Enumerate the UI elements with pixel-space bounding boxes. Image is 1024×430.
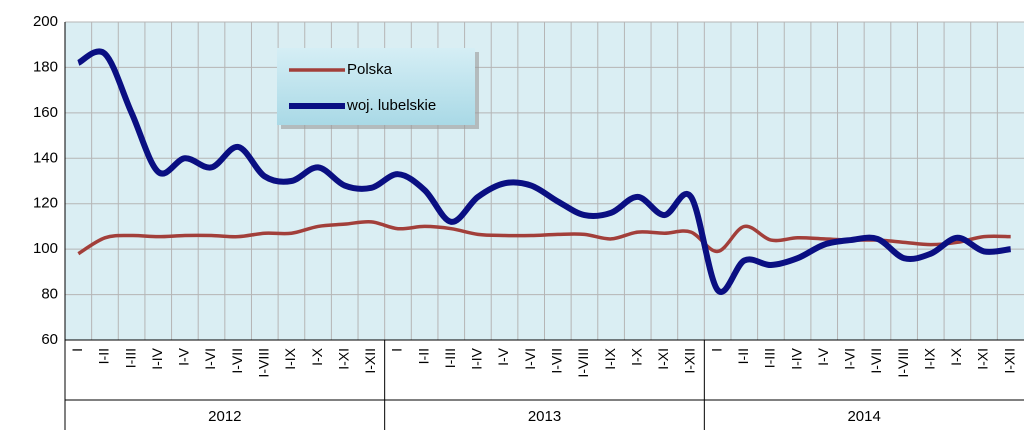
y-tick-label: 160 xyxy=(33,104,58,121)
group-label: 2013 xyxy=(528,408,561,425)
x-tick-label: I-X xyxy=(309,347,325,366)
x-tick-label: I-V xyxy=(176,347,192,366)
x-tick-label: I-VIII xyxy=(255,348,271,378)
x-tick-label: I-V xyxy=(495,347,511,366)
x-tick-label: I-VI xyxy=(202,348,218,370)
legend-label: Polska xyxy=(347,61,393,78)
legend-label: woj. lubelskie xyxy=(346,97,436,114)
y-tick-label: 100 xyxy=(33,240,58,257)
x-tick-label: I-IV xyxy=(149,347,165,369)
x-tick-label: I-III xyxy=(762,348,778,368)
y-tick-label: 80 xyxy=(41,286,58,303)
x-tick-label: I-II xyxy=(415,348,431,364)
x-tick-label: I-IV xyxy=(788,347,804,369)
x-tick-label: I xyxy=(69,348,85,352)
series-line xyxy=(76,48,1012,295)
y-tick-label: 140 xyxy=(33,149,58,166)
x-tick-label: I-IX xyxy=(282,347,298,369)
x-tick-label: I-IX xyxy=(921,347,937,369)
x-tick-label: I-III xyxy=(442,348,458,368)
x-tick-label: I-XI xyxy=(655,348,671,370)
x-tick-label: I-II xyxy=(96,348,112,364)
x-tick-label: I-XII xyxy=(682,348,698,374)
x-tick-label: I-III xyxy=(122,348,138,368)
group-label: 2012 xyxy=(208,408,241,425)
x-tick-label: I-VII xyxy=(549,348,565,374)
x-tick-label: I-IV xyxy=(469,347,485,369)
x-tick-label: I xyxy=(389,348,405,352)
x-tick-label: I-II xyxy=(735,348,751,364)
x-tick-label: I-XII xyxy=(362,348,378,374)
x-tick-label: I-X xyxy=(948,347,964,366)
y-tick-label: 60 xyxy=(41,331,58,348)
x-tick-label: I-VI xyxy=(842,348,858,370)
x-tick-label: I-VII xyxy=(868,348,884,374)
x-tick-label: I xyxy=(708,348,724,352)
x-tick-label: I-IX xyxy=(602,347,618,369)
x-tick-label: I-XI xyxy=(975,348,991,370)
x-tick-label: I-VII xyxy=(229,348,245,374)
y-tick-label: 120 xyxy=(33,195,58,212)
x-tick-label: I-X xyxy=(628,347,644,366)
y-tick-label: 200 xyxy=(33,13,58,30)
x-tick-label: I-XI xyxy=(335,348,351,370)
x-tick-label: I-VI xyxy=(522,348,538,370)
x-tick-label: I-V xyxy=(815,347,831,366)
legend xyxy=(277,48,475,125)
group-label: 2014 xyxy=(847,408,880,425)
y-tick-label: 180 xyxy=(33,58,58,75)
x-tick-label: I-VIII xyxy=(895,348,911,378)
x-tick-label: I-VIII xyxy=(575,348,591,378)
x-tick-label: I-XII xyxy=(1001,348,1017,374)
